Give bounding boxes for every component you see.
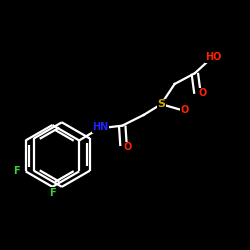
Text: S: S xyxy=(157,99,165,109)
Text: O: O xyxy=(181,104,189,115)
Text: O: O xyxy=(198,88,206,99)
Text: O: O xyxy=(124,142,132,152)
Text: F: F xyxy=(49,188,56,198)
Text: HO: HO xyxy=(206,52,222,62)
Text: HN: HN xyxy=(92,122,109,132)
Text: F: F xyxy=(13,166,20,176)
